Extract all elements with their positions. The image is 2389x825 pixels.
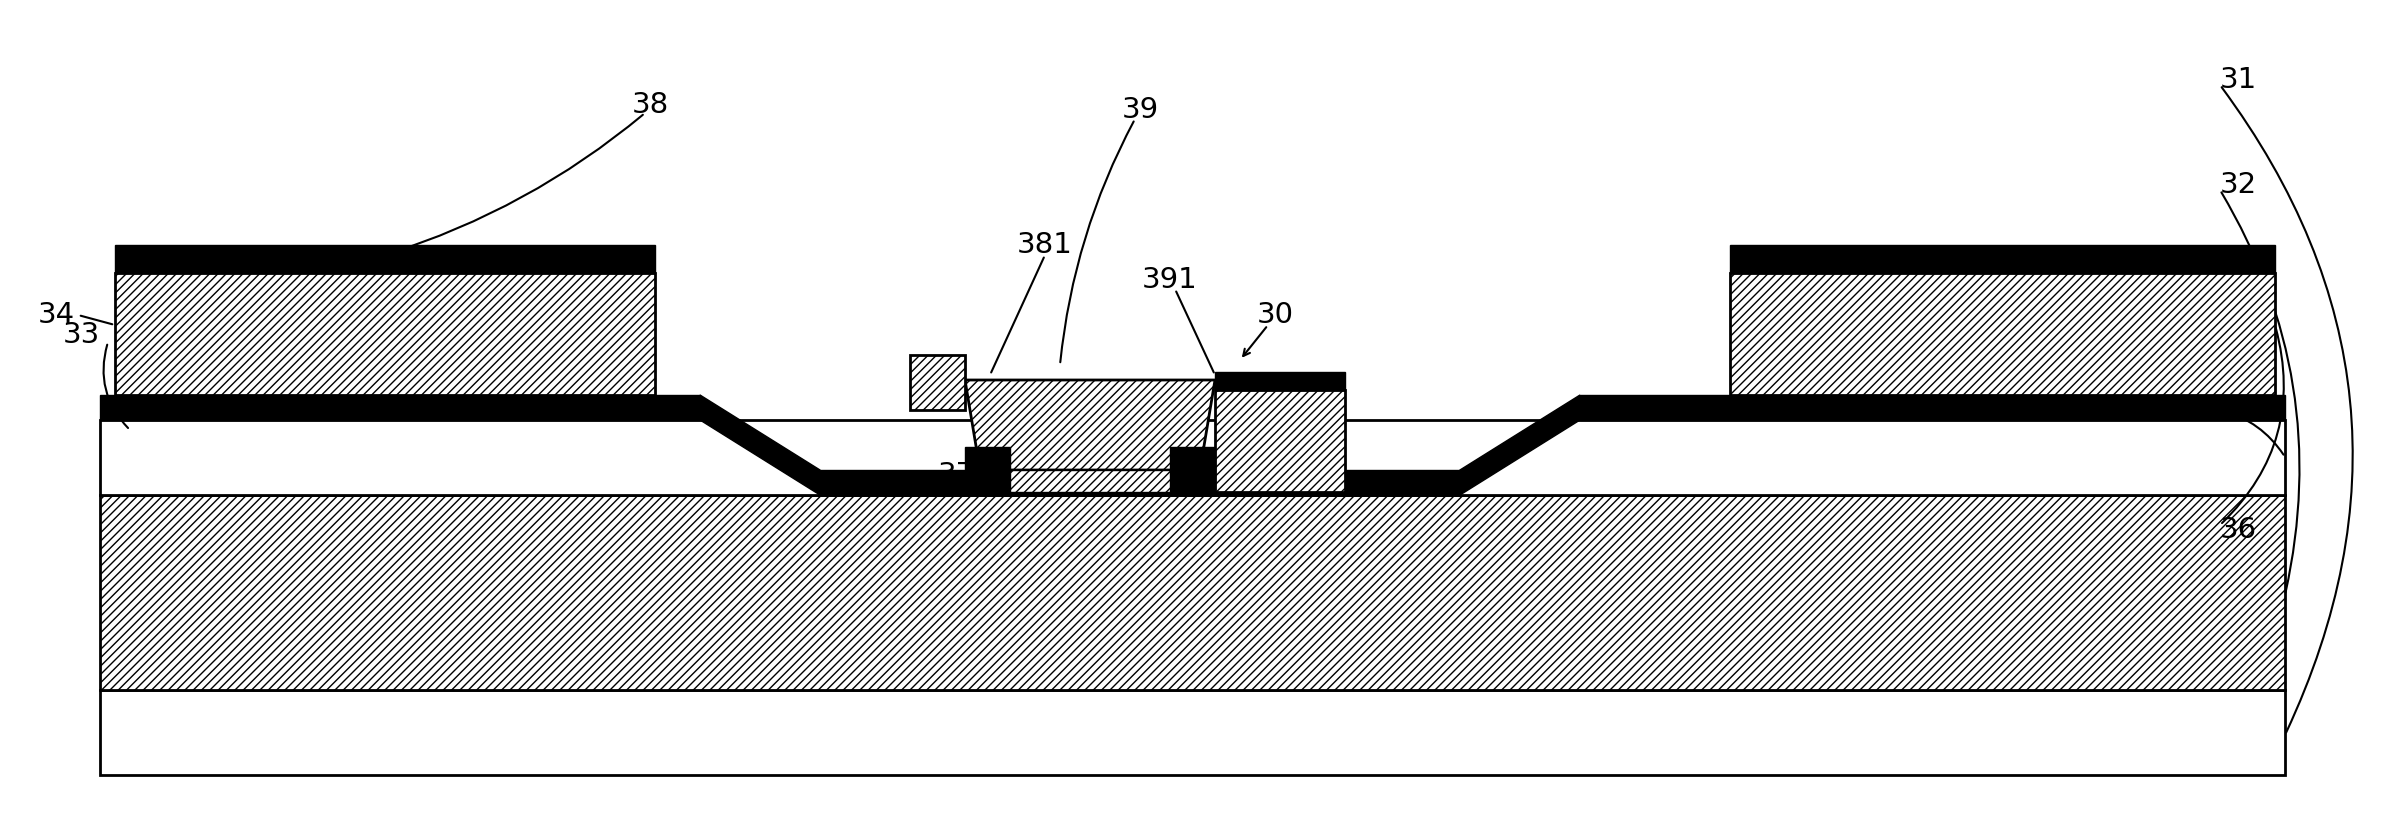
Polygon shape	[819, 470, 1460, 495]
Text: 38: 38	[631, 91, 669, 119]
Text: 32: 32	[2219, 171, 2258, 199]
Text: 37: 37	[939, 461, 975, 489]
Bar	[1216, 372, 1345, 390]
Text: 30: 30	[1257, 301, 1292, 329]
Bar	[115, 245, 655, 273]
Bar	[100, 420, 2284, 495]
Text: 33: 33	[62, 321, 100, 349]
Bar	[1730, 273, 2274, 395]
Text: 31: 31	[2219, 66, 2258, 94]
Polygon shape	[1579, 395, 2284, 420]
Text: 36: 36	[2219, 516, 2258, 544]
Text: 391: 391	[1142, 266, 1197, 294]
Bar	[1171, 447, 1216, 492]
Bar	[1216, 390, 1345, 492]
Polygon shape	[1460, 395, 1579, 495]
Polygon shape	[965, 380, 1216, 470]
Polygon shape	[100, 395, 700, 420]
Polygon shape	[700, 395, 819, 495]
Bar	[115, 273, 655, 395]
Bar	[910, 355, 965, 410]
Bar	[100, 495, 2284, 690]
Text: 35: 35	[2219, 393, 2258, 421]
Text: 381: 381	[1018, 231, 1073, 259]
Bar	[965, 447, 1011, 492]
Text: 34: 34	[38, 301, 74, 329]
Bar	[100, 690, 2284, 775]
Bar	[1011, 470, 1171, 492]
Text: 39: 39	[1120, 96, 1159, 124]
Bar	[1730, 245, 2274, 273]
